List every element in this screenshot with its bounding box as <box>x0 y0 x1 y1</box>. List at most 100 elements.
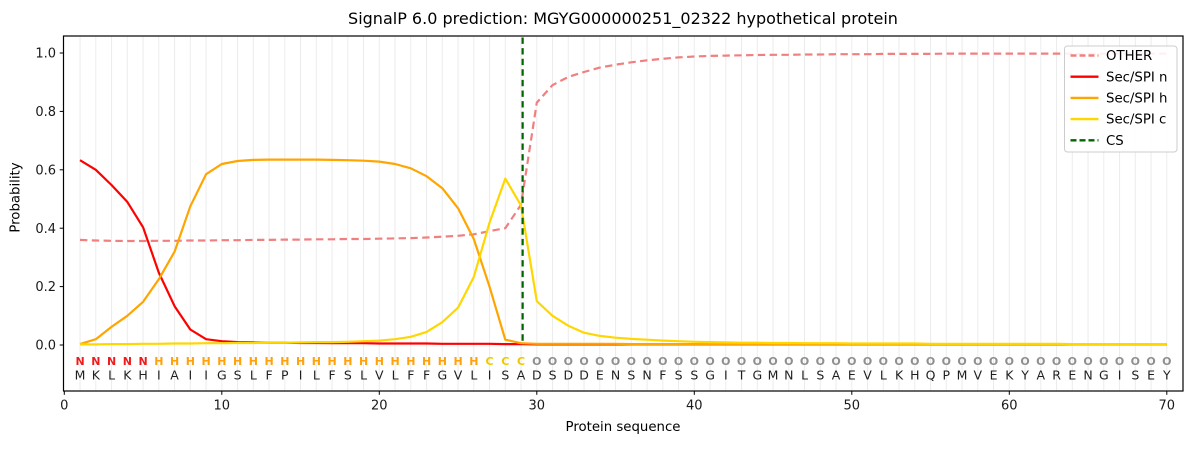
region-label: O <box>595 355 604 368</box>
curve-sec-spi-h <box>79 158 1167 346</box>
region-label: O <box>816 355 825 368</box>
residue-letter: I <box>1118 368 1122 383</box>
region-label: O <box>863 355 872 368</box>
region-label: C <box>517 355 525 368</box>
residue-letter: I <box>204 368 208 383</box>
y-axis-ticks: 0.0 0.2 0.4 0.6 0.8 1.0 <box>35 47 64 354</box>
region-label: O <box>753 355 762 368</box>
residue-letter: V <box>375 368 384 383</box>
residue-letter: F <box>423 368 430 383</box>
region-label: N <box>91 355 100 368</box>
y-tick-label: 0.4 <box>35 222 56 237</box>
region-label: H <box>201 355 210 368</box>
residue-letter: L <box>108 368 115 383</box>
residue-letter: Q <box>926 368 936 383</box>
residue-letter: G <box>705 368 715 383</box>
residue-letter: H <box>910 368 919 383</box>
region-label: C <box>486 355 494 368</box>
legend-label-other: OTHER <box>1106 49 1152 64</box>
region-label: H <box>375 355 384 368</box>
residue-letter: I <box>157 368 161 383</box>
region-label: O <box>1068 355 1077 368</box>
region-label: O <box>910 355 919 368</box>
region-label: H <box>296 355 305 368</box>
legend-label-sec-spi-h: Sec/SPI h <box>1106 92 1167 107</box>
region-label: H <box>217 355 226 368</box>
region-label: O <box>721 355 730 368</box>
residue-letter: S <box>690 368 698 383</box>
legend-label-sec-spi-c: Sec/SPI c <box>1106 113 1166 128</box>
residue-letter: M <box>768 368 779 383</box>
region-label: O <box>1115 355 1124 368</box>
region-label: O <box>831 355 840 368</box>
region-label: O <box>800 355 809 368</box>
residue-letter: V <box>454 368 463 383</box>
region-label: O <box>564 355 573 368</box>
region-label: N <box>107 355 116 368</box>
y-tick-label: 0.8 <box>35 105 56 120</box>
residue-letter: G <box>1099 368 1109 383</box>
residue-letter: G <box>752 368 762 383</box>
region-label: H <box>154 355 163 368</box>
legend-label-sec-spi-n: Sec/SPI n <box>1106 70 1167 85</box>
residue-letter: V <box>863 368 872 383</box>
residue-letter: S <box>549 368 557 383</box>
curve-sec-spi-c <box>80 177 1167 346</box>
region-label: O <box>1052 355 1061 368</box>
axes-box <box>62 35 1184 392</box>
residue-letter: H <box>138 368 147 383</box>
x-tick-label: 40 <box>686 399 703 414</box>
region-label: O <box>705 355 714 368</box>
region-label: H <box>359 355 368 368</box>
residue-letter: E <box>848 368 856 383</box>
y-tick-label: 1.0 <box>35 47 56 62</box>
x-tick-label: 60 <box>1001 399 1018 414</box>
axes-spines <box>62 35 1184 392</box>
region-label: O <box>894 355 903 368</box>
region-label: H <box>327 355 336 368</box>
residue-letter: N <box>611 368 620 383</box>
residue-letter: I <box>724 368 728 383</box>
region-label: H <box>453 355 462 368</box>
residue-letter: L <box>360 368 367 383</box>
x-axis-label: Protein sequence <box>565 420 681 435</box>
residue-letter: D <box>532 368 542 383</box>
region-label: O <box>690 355 699 368</box>
x-tick-label: 0 <box>60 399 68 414</box>
residue-letter: S <box>234 368 242 383</box>
region-label: O <box>957 355 966 368</box>
region-label: O <box>658 355 667 368</box>
residue-letter: M <box>957 368 968 383</box>
region-label: H <box>312 355 321 368</box>
residue-letter: L <box>392 368 399 383</box>
x-tick-label: 20 <box>371 399 388 414</box>
region-label: O <box>1036 355 1045 368</box>
residue-letter: N <box>642 368 651 383</box>
region-label: O <box>611 355 620 368</box>
plot-title: SignalP 6.0 prediction: MGYG000000251_02… <box>348 9 898 28</box>
region-label: O <box>1162 355 1171 368</box>
region-label: H <box>170 355 179 368</box>
legend-box <box>1064 45 1178 153</box>
residue-letter: Y <box>1162 368 1171 383</box>
region-label: O <box>784 355 793 368</box>
residue-letter: K <box>895 368 904 383</box>
region-label: N <box>75 355 84 368</box>
residue-letter: E <box>1147 368 1155 383</box>
residue-letter: F <box>407 368 414 383</box>
region-label: N <box>123 355 132 368</box>
residue-letter: L <box>313 368 320 383</box>
x-tick-label: 10 <box>214 399 231 414</box>
region-label: H <box>343 355 352 368</box>
region-label: O <box>642 355 651 368</box>
x-tick-label: 50 <box>844 399 861 414</box>
residue-letter: A <box>1037 368 1046 383</box>
residue-letter: R <box>1052 368 1061 383</box>
x-axis-ticks: 0 10 20 30 40 50 60 70 <box>60 391 1175 414</box>
region-label: H <box>280 355 289 368</box>
residue-letter: A <box>517 368 526 383</box>
residue-letter: V <box>974 368 983 383</box>
